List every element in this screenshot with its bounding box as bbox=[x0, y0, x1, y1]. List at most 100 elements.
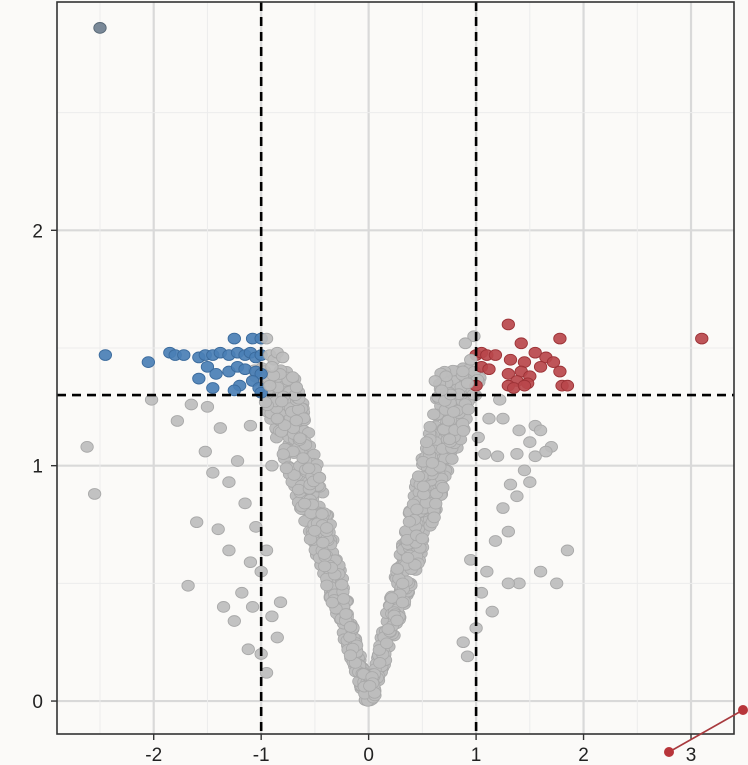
point-not-significant bbox=[170, 415, 185, 427]
point-not-significant bbox=[439, 370, 453, 383]
point-not-significant bbox=[461, 403, 475, 416]
plot-frame bbox=[56, 1, 735, 735]
point-not-significant bbox=[222, 476, 236, 489]
point-not-significant bbox=[471, 431, 485, 444]
point-not-significant bbox=[390, 563, 404, 575]
point-not-significant bbox=[427, 408, 441, 421]
point-not-significant bbox=[302, 462, 316, 475]
point-down bbox=[200, 360, 215, 373]
point-not-significant bbox=[222, 544, 236, 557]
point-not-significant bbox=[335, 578, 349, 591]
point-not-significant bbox=[458, 337, 472, 350]
point-not-significant bbox=[560, 544, 575, 557]
point-not-significant bbox=[380, 637, 394, 650]
point-not-significant bbox=[298, 497, 312, 510]
point-not-significant bbox=[478, 448, 492, 460]
point-not-significant bbox=[363, 680, 377, 692]
point-not-significant bbox=[296, 452, 310, 464]
point-not-significant bbox=[411, 470, 426, 482]
point-not-significant bbox=[427, 511, 441, 524]
point-not-significant bbox=[230, 455, 245, 467]
point-not-significant bbox=[87, 488, 102, 500]
point-not-significant bbox=[308, 524, 322, 537]
x-tick-label: -1 bbox=[253, 745, 270, 765]
point-not-significant bbox=[428, 375, 442, 387]
point-not-significant bbox=[279, 462, 293, 475]
point-not-significant bbox=[533, 424, 548, 437]
point-not-significant bbox=[211, 523, 225, 536]
point-not-significant bbox=[456, 365, 470, 378]
point-not-significant bbox=[385, 592, 399, 604]
point-down bbox=[227, 332, 241, 345]
point-down bbox=[227, 384, 241, 397]
point-not-significant bbox=[270, 631, 284, 644]
point-not-significant bbox=[265, 610, 279, 623]
point-not-significant bbox=[425, 457, 439, 469]
non-significant-cloud bbox=[247, 362, 487, 707]
point-up bbox=[546, 356, 561, 368]
connector-dot bbox=[738, 705, 748, 715]
point-not-significant bbox=[395, 596, 410, 609]
decorative-corner-line bbox=[664, 705, 748, 757]
point-not-significant bbox=[501, 525, 515, 538]
point-not-significant bbox=[245, 601, 260, 613]
point-not-significant bbox=[423, 420, 437, 433]
point-up bbox=[514, 337, 528, 350]
point-up bbox=[501, 318, 515, 331]
point-up bbox=[553, 332, 567, 345]
point-not-significant bbox=[241, 643, 255, 656]
point-not-significant bbox=[213, 422, 227, 434]
point-not-significant bbox=[550, 577, 564, 590]
point-not-significant bbox=[381, 623, 395, 635]
point-not-significant bbox=[316, 536, 330, 549]
point-not-significant bbox=[184, 398, 198, 411]
point-not-significant bbox=[496, 412, 510, 425]
point-not-significant bbox=[249, 521, 263, 533]
point-not-significant bbox=[293, 432, 307, 445]
point-not-significant bbox=[238, 497, 252, 510]
point-not-significant bbox=[286, 371, 300, 383]
point-not-significant bbox=[315, 508, 329, 520]
point-not-significant bbox=[517, 464, 532, 477]
point-not-significant bbox=[337, 593, 351, 605]
point-up bbox=[553, 365, 567, 378]
point-not-significant bbox=[275, 395, 289, 408]
point-down bbox=[141, 356, 155, 368]
point-not-significant bbox=[442, 433, 457, 446]
point-not-significant bbox=[318, 560, 332, 573]
point-down bbox=[206, 382, 220, 394]
point-not-significant bbox=[339, 608, 353, 620]
point-down bbox=[209, 368, 223, 380]
point-not-significant bbox=[390, 614, 404, 627]
point-not-significant bbox=[325, 596, 339, 609]
point-not-significant bbox=[276, 448, 290, 460]
point-not-significant bbox=[456, 636, 470, 649]
point-not-significant bbox=[460, 377, 475, 390]
point-not-significant bbox=[480, 565, 494, 578]
point-not-significant bbox=[416, 480, 430, 493]
y-tick-label: 2 bbox=[32, 221, 43, 242]
point-not-significant bbox=[259, 666, 274, 679]
x-axis-ticks: -2 -1 0 1 2 3 bbox=[145, 734, 696, 765]
connector-line bbox=[668, 709, 744, 753]
connector-dot bbox=[664, 747, 674, 757]
point-up bbox=[488, 349, 503, 361]
point-not-significant bbox=[460, 650, 475, 663]
point-up bbox=[533, 360, 548, 373]
point-not-significant bbox=[410, 503, 424, 516]
point-not-significant bbox=[200, 400, 215, 413]
point-not-significant bbox=[447, 406, 461, 418]
point-not-significant bbox=[533, 565, 548, 578]
point-up bbox=[528, 346, 542, 359]
point-not-significant bbox=[227, 615, 241, 627]
threshold-lines bbox=[57, 2, 734, 734]
point-not-significant bbox=[488, 535, 503, 547]
point-up bbox=[695, 332, 709, 345]
plot-border bbox=[56, 1, 735, 735]
point-not-significant bbox=[464, 353, 478, 366]
point-not-significant bbox=[276, 351, 290, 364]
point-not-significant bbox=[482, 412, 496, 425]
point-down bbox=[98, 349, 113, 361]
y-tick-label: 1 bbox=[32, 457, 43, 478]
